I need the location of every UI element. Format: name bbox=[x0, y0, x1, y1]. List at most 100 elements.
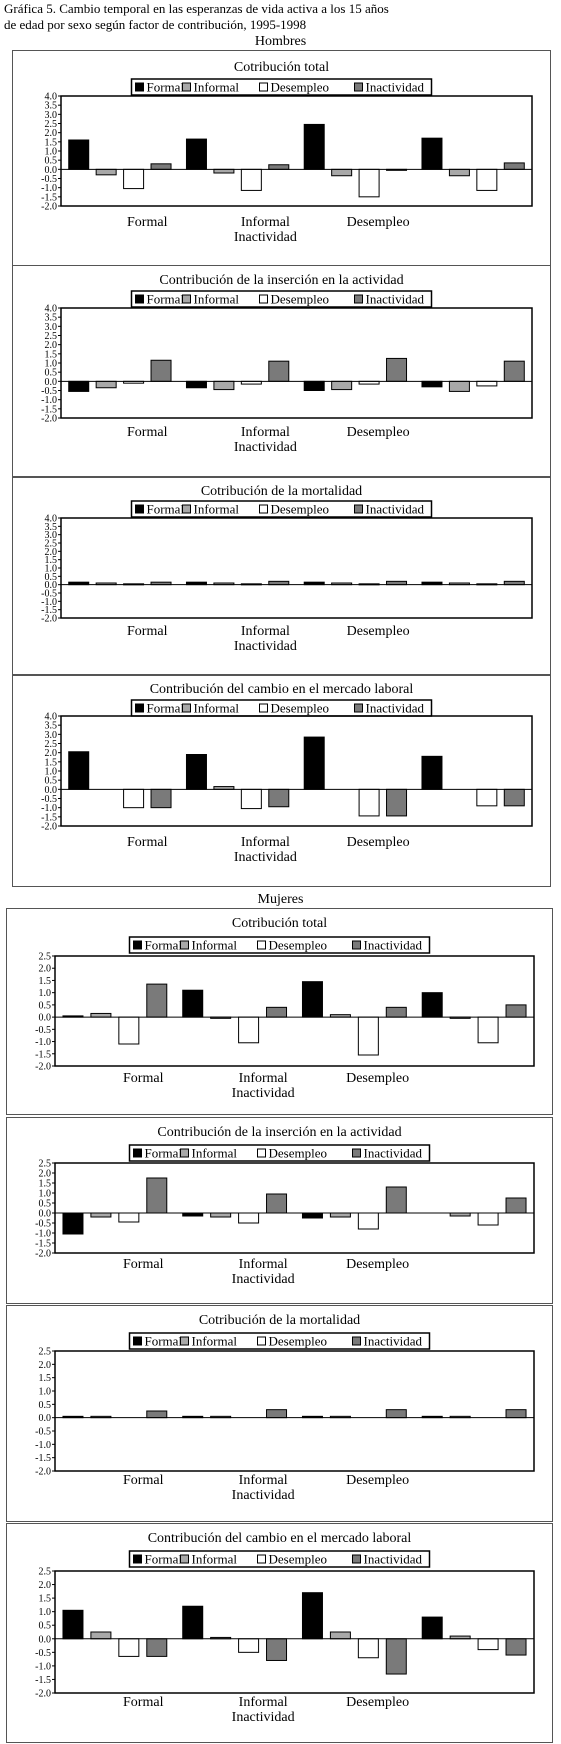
y-tick-label: 1.0 bbox=[45, 359, 58, 370]
legend-label-formal: Formal bbox=[147, 292, 185, 307]
legend-label-inactividad: Inactividad bbox=[366, 80, 425, 95]
chart-panel-men-total: Cotribución total Formal Informal Desempleo… bbox=[12, 50, 551, 266]
bar-formal-desempleo bbox=[301, 1212, 323, 1219]
x-category-label: Inactividad bbox=[234, 639, 297, 654]
chart-title: Cotribución total bbox=[234, 60, 329, 75]
chart-panel-women-insercion: Contribución de la inserción en la activ… bbox=[6, 1117, 553, 1304]
y-tick-label: 0.0 bbox=[45, 165, 58, 176]
y-tick-label: 1.5 bbox=[39, 1179, 52, 1190]
y-tick-label: -0.5 bbox=[41, 386, 57, 397]
y-tick-label: -2.0 bbox=[41, 202, 57, 213]
bar-desempleo-desempleo bbox=[358, 168, 380, 198]
y-tick-label: -1.0 bbox=[35, 1229, 51, 1240]
y-tick-label: 3.5 bbox=[45, 101, 58, 112]
legend-label-desempleo: Desempleo bbox=[271, 292, 329, 307]
legend-swatch-desempleo bbox=[257, 1336, 266, 1346]
bar-inactividad-informal bbox=[266, 1006, 288, 1018]
y-tick-label: -1.5 bbox=[41, 404, 57, 415]
y-tick-label: 2.0 bbox=[39, 1169, 52, 1180]
bar-formal-inactividad bbox=[421, 137, 443, 170]
y-tick-label: -0.5 bbox=[41, 589, 57, 600]
x-category-label: Formal bbox=[127, 624, 168, 639]
x-category-label: Inactividad bbox=[234, 850, 297, 865]
y-tick-label: 1.0 bbox=[39, 988, 52, 999]
y-tick-label: 0.0 bbox=[39, 1634, 52, 1645]
y-tick-label: -0.5 bbox=[35, 1427, 51, 1438]
chart-title: Cotribución de la mortalidad bbox=[199, 1313, 360, 1328]
bar-desempleo-inactividad bbox=[476, 168, 498, 191]
bar-inactividad-formal bbox=[146, 983, 168, 1018]
legend-label-desempleo: Desempleo bbox=[271, 80, 329, 95]
chart-title: Cotribución de la mortalidad bbox=[201, 484, 362, 499]
legend-label-inactividad: Inactividad bbox=[366, 502, 425, 517]
x-category-label: Desempleo bbox=[346, 1473, 409, 1488]
x-category-label: Formal bbox=[123, 1257, 164, 1272]
bar-inactividad-informal bbox=[268, 788, 290, 808]
bar-formal-formal bbox=[62, 1212, 84, 1235]
bar-informal-informal bbox=[213, 380, 235, 391]
bar-formal-desempleo bbox=[301, 1592, 323, 1640]
bar-desempleo-informal bbox=[238, 1016, 260, 1044]
legend-swatch-inactividad bbox=[354, 82, 363, 92]
legend-label-inactividad: Inactividad bbox=[364, 938, 423, 953]
y-tick-label: -2.0 bbox=[41, 822, 57, 833]
bar-inactividad-informal bbox=[268, 360, 290, 382]
bar-desempleo-informal bbox=[240, 788, 262, 810]
chart-panel-women-total: Cotribución total Formal Informal Desempleo… bbox=[6, 908, 553, 1115]
y-tick-label: -1.0 bbox=[35, 1440, 51, 1451]
x-category-label: Formal bbox=[127, 835, 168, 850]
y-tick-label: 2.5 bbox=[39, 1159, 52, 1170]
bar-inactividad-formal bbox=[146, 1177, 168, 1214]
x-category-label: Desempleo bbox=[346, 1071, 409, 1086]
y-tick-label: 0.5 bbox=[45, 776, 58, 787]
bar-inactividad-desempleo bbox=[385, 1638, 407, 1675]
chart-svg: Contribución de la inserción en la activ… bbox=[35, 1125, 535, 1287]
legend-swatch-formal bbox=[135, 703, 144, 713]
legend-swatch-inactividad bbox=[354, 294, 363, 304]
bar-formal-desempleo bbox=[303, 380, 325, 392]
bar-formal-formal bbox=[62, 1609, 84, 1640]
bar-inactividad-desempleo bbox=[385, 1186, 407, 1214]
legend-swatch-inactividad bbox=[354, 504, 363, 514]
legend-swatch-desempleo bbox=[259, 294, 268, 304]
x-category-label: Desempleo bbox=[346, 1695, 409, 1710]
y-tick-label: 3.5 bbox=[45, 522, 58, 533]
legend-label-desempleo: Desempleo bbox=[269, 1552, 327, 1567]
legend-label-formal: Formal bbox=[147, 80, 185, 95]
y-tick-label: -0.5 bbox=[41, 794, 57, 805]
chart-title: Cotribución total bbox=[232, 916, 327, 931]
x-category-label: Informal bbox=[239, 1473, 288, 1488]
bar-inactividad-formal bbox=[146, 1410, 168, 1419]
legend-swatch-formal bbox=[133, 1554, 142, 1564]
x-category-label: Formal bbox=[127, 425, 168, 440]
bar-desempleo-informal bbox=[238, 1212, 260, 1224]
y-tick-label: 2.0 bbox=[39, 1360, 52, 1371]
y-tick-label: -1.0 bbox=[41, 803, 57, 814]
plot-area bbox=[54, 1570, 535, 1694]
y-tick-label: 3.0 bbox=[45, 322, 58, 333]
legend-label-inactividad: Inactividad bbox=[364, 1146, 423, 1161]
y-tick-label: -2.0 bbox=[35, 1689, 51, 1700]
legend-label-informal: Informal bbox=[194, 502, 240, 517]
x-category-label: Inactividad bbox=[234, 440, 297, 455]
x-category-label: Desempleo bbox=[346, 1257, 409, 1272]
y-tick-label: -2.0 bbox=[35, 1467, 51, 1478]
legend-swatch-formal bbox=[133, 1148, 142, 1158]
bar-desempleo-inactividad bbox=[476, 380, 498, 387]
legend-swatch-inactividad bbox=[352, 1336, 361, 1346]
y-tick-label: 3.0 bbox=[45, 530, 58, 541]
x-category-label: Formal bbox=[123, 1473, 164, 1488]
chart-title: Contribución del cambio en el mercado la… bbox=[148, 1531, 412, 1546]
y-tick-label: -1.5 bbox=[35, 1239, 51, 1250]
chart-title: Contribución de la inserción en la activ… bbox=[157, 1125, 401, 1140]
bar-informal-desempleo bbox=[331, 168, 353, 177]
legend-label-desempleo: Desempleo bbox=[269, 1146, 327, 1161]
legend-label-formal: Formal bbox=[145, 938, 183, 953]
y-tick-label: 2.5 bbox=[45, 119, 58, 130]
y-tick-label: 1.0 bbox=[45, 564, 58, 575]
chart-title: Contribución de la inserción en la activ… bbox=[159, 273, 403, 288]
y-tick-label: 2.0 bbox=[45, 128, 58, 139]
legend-swatch-desempleo bbox=[259, 82, 268, 92]
legend-label-informal: Informal bbox=[194, 292, 240, 307]
legend-swatch-informal bbox=[182, 82, 191, 92]
